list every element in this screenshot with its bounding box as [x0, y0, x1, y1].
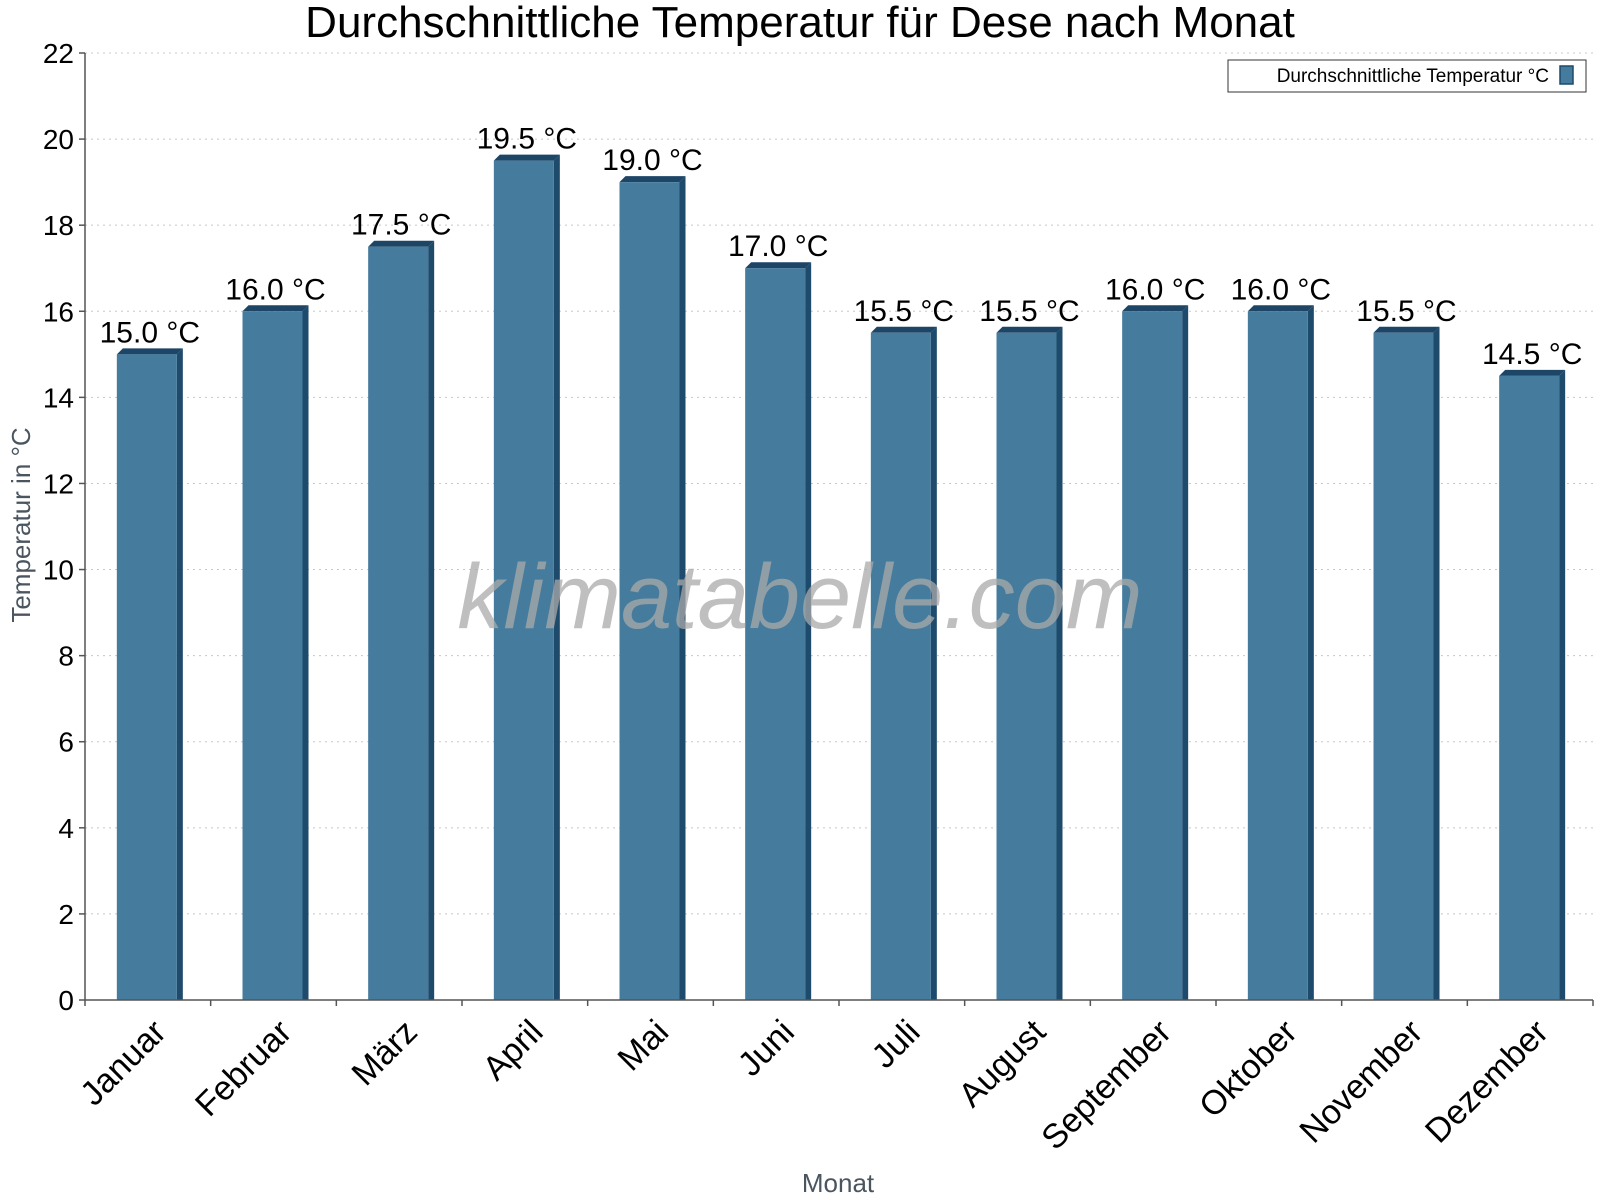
- data-label: 16.0 °C: [1105, 273, 1205, 306]
- watermark: klimatabelle.com: [457, 546, 1142, 648]
- data-label: 17.0 °C: [728, 230, 828, 263]
- x-tick-label: Juli: [865, 1013, 928, 1076]
- bar-front: [116, 354, 177, 1000]
- legend-swatch: [1559, 65, 1574, 85]
- bar-side: [428, 240, 435, 1001]
- data-label: 15.5 °C: [854, 295, 954, 328]
- y-tick-label: 0: [58, 985, 74, 1016]
- bar-front: [242, 311, 303, 1001]
- x-tick-label: Dezember: [1418, 1013, 1556, 1151]
- bar-front: [745, 268, 806, 1000]
- y-tick-label: 14: [43, 382, 74, 413]
- y-tick-label: 6: [58, 727, 74, 758]
- x-tick-label: August: [951, 1012, 1053, 1114]
- bar-top: [116, 348, 183, 355]
- bar: [1247, 305, 1314, 1001]
- y-tick-label: 16: [43, 296, 74, 327]
- bar-front: [368, 246, 429, 1001]
- bar: [368, 240, 435, 1001]
- x-tick-label: Oktober: [1192, 1013, 1304, 1125]
- data-label: 15.5 °C: [979, 295, 1079, 328]
- bar-side: [176, 348, 183, 1000]
- y-tick-label: 2: [58, 899, 74, 930]
- bar-side: [1056, 326, 1063, 1001]
- x-tick-label: Februar: [188, 1013, 299, 1124]
- bar-top: [745, 262, 812, 269]
- bar-side: [1307, 305, 1314, 1001]
- bar: [745, 262, 812, 1000]
- data-label: 16.0 °C: [1231, 273, 1331, 306]
- bar-front: [870, 332, 931, 1001]
- x-tick-label: April: [476, 1013, 551, 1088]
- bar-front: [493, 160, 554, 1000]
- legend: Durchschnittliche Temperatur °C: [1227, 59, 1587, 93]
- bar-side: [930, 326, 937, 1001]
- x-axis-label: Monat: [802, 1168, 875, 1198]
- x-tick-labels: Januar Februar März April Mai Juni Juli AugustS…: [73, 1012, 1556, 1157]
- chart-title: Durchschnittliche Temperatur für Dese na…: [305, 0, 1295, 47]
- bar-side: [1559, 369, 1566, 1000]
- bar: [1499, 369, 1566, 1000]
- data-label: 19.5 °C: [477, 123, 577, 156]
- data-label: 19.0 °C: [602, 144, 702, 177]
- bar-front: [1247, 311, 1308, 1001]
- x-tick-label: November: [1292, 1013, 1430, 1151]
- y-tick-label: 12: [43, 468, 74, 499]
- data-label: 15.0 °C: [100, 316, 200, 349]
- data-label: 15.5 °C: [1356, 295, 1456, 328]
- x-tick-label: Mai: [611, 1013, 677, 1079]
- x-tick-label: Juni: [731, 1013, 802, 1084]
- y-tick-label: 8: [58, 641, 74, 672]
- y-tick-labels: 0 2 4 6 8 10 12 14 16 18 20 22: [43, 38, 74, 1016]
- bar-front: [1122, 311, 1183, 1001]
- y-tick-label: 18: [43, 210, 74, 241]
- bars: [116, 154, 1566, 1001]
- legend-label: Durchschnittliche Temperatur °C: [1277, 66, 1549, 87]
- bar-front: [1373, 332, 1434, 1001]
- bar: [870, 326, 937, 1001]
- x-tick-label: September: [1034, 1013, 1178, 1157]
- bar-side: [1182, 305, 1189, 1001]
- bar-top: [996, 326, 1063, 333]
- bar-top: [493, 154, 560, 161]
- bar-top: [1373, 326, 1440, 333]
- bar: [1373, 326, 1440, 1001]
- x-tick-label: Januar: [73, 1013, 173, 1113]
- y-tick-label: 20: [43, 124, 74, 155]
- bar-top: [1122, 305, 1189, 312]
- bar-side: [679, 176, 686, 1001]
- bar-side: [302, 305, 309, 1001]
- data-labels: 15.0 °C 16.0 °C 17.5 °C 19.5 °C 19.0 °C 17.0 …: [100, 123, 1583, 371]
- bar: [996, 326, 1063, 1001]
- axes: [79, 52, 1594, 1006]
- bar-top: [368, 240, 435, 247]
- legend-box: [1227, 59, 1587, 93]
- grid-lines: [85, 52, 1593, 915]
- bar-top: [870, 326, 937, 333]
- bar: [242, 305, 309, 1001]
- y-tick-label: 10: [43, 555, 74, 586]
- bar: [1122, 305, 1189, 1001]
- bar-top: [619, 176, 686, 183]
- x-tick-label: März: [345, 1013, 425, 1093]
- data-label: 17.5 °C: [351, 209, 451, 242]
- y-tick-label: 22: [43, 38, 74, 69]
- bar-top: [1247, 305, 1314, 312]
- bar-side: [553, 154, 560, 1000]
- bar-top: [1499, 369, 1566, 376]
- bar: [619, 176, 686, 1001]
- bar-front: [619, 182, 680, 1001]
- bar-front: [996, 332, 1057, 1001]
- bar-top: [242, 305, 309, 312]
- bar: [493, 154, 560, 1000]
- bar-side: [805, 262, 812, 1000]
- data-label: 16.0 °C: [225, 273, 325, 306]
- bar-side: [1433, 326, 1440, 1001]
- bar: [116, 348, 183, 1000]
- bar-front: [1499, 375, 1560, 1000]
- y-axis-label: Temperatur in °C: [6, 427, 36, 622]
- data-label: 14.5 °C: [1482, 338, 1582, 371]
- y-tick-label: 4: [58, 813, 74, 844]
